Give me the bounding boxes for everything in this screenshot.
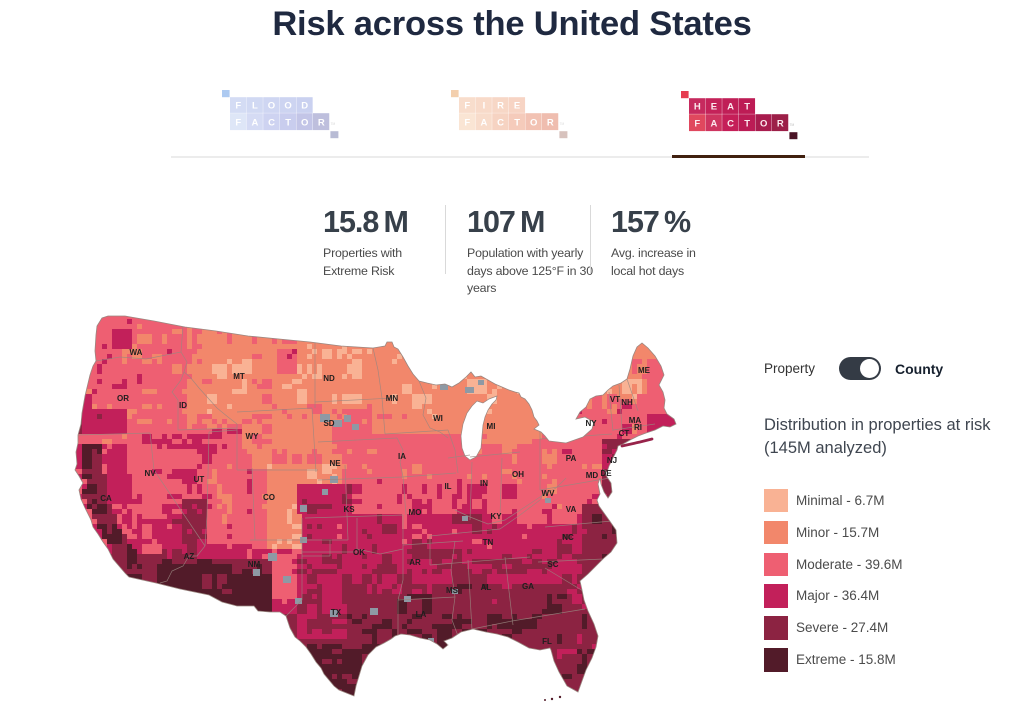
- svg-text:I: I: [483, 101, 486, 112]
- svg-text:A: A: [480, 117, 487, 128]
- svg-text:IA: IA: [398, 452, 406, 461]
- svg-text:VA: VA: [566, 505, 577, 514]
- svg-text:T: T: [744, 102, 750, 113]
- svg-text:FL: FL: [542, 637, 552, 646]
- svg-text:VT: VT: [610, 395, 620, 404]
- svg-text:NH: NH: [621, 398, 633, 407]
- svg-text:L: L: [252, 101, 258, 112]
- svg-text:UT: UT: [194, 475, 205, 484]
- svg-text:NM: NM: [248, 560, 261, 569]
- svg-text:ID: ID: [179, 401, 187, 410]
- svg-text:ND: ND: [323, 374, 335, 383]
- svg-text:R: R: [318, 117, 325, 128]
- svg-text:AZ: AZ: [184, 552, 195, 561]
- svg-text:TX: TX: [331, 608, 342, 617]
- svg-text:A: A: [727, 102, 734, 113]
- svg-text:F: F: [235, 117, 241, 128]
- svg-text:TM: TM: [331, 122, 336, 126]
- svg-text:ME: ME: [638, 366, 651, 375]
- svg-text:MI: MI: [487, 422, 496, 431]
- svg-text:OK: OK: [353, 548, 365, 557]
- svg-text:WA: WA: [130, 348, 143, 357]
- svg-text:NC: NC: [562, 533, 574, 542]
- svg-text:CO: CO: [263, 493, 275, 502]
- svg-text:NJ: NJ: [607, 456, 617, 465]
- svg-text:O: O: [284, 101, 291, 112]
- svg-text:KY: KY: [490, 512, 502, 521]
- svg-text:PA: PA: [566, 454, 577, 463]
- svg-text:RI: RI: [634, 423, 642, 432]
- svg-text:H: H: [694, 102, 701, 113]
- svg-text:R: R: [777, 118, 784, 129]
- svg-text:A: A: [710, 118, 717, 129]
- svg-text:MN: MN: [386, 394, 399, 403]
- svg-text:WV: WV: [542, 489, 556, 498]
- svg-text:TN: TN: [483, 538, 494, 547]
- svg-text:CT: CT: [619, 429, 630, 438]
- svg-text:C: C: [727, 118, 734, 129]
- svg-text:F: F: [464, 101, 470, 112]
- svg-text:KS: KS: [343, 505, 355, 514]
- svg-text:MT: MT: [233, 372, 245, 381]
- svg-text:MO: MO: [409, 508, 422, 517]
- svg-text:TM: TM: [790, 123, 795, 127]
- svg-text:SD: SD: [323, 419, 334, 428]
- svg-text:O: O: [301, 117, 308, 128]
- svg-text:SC: SC: [547, 560, 558, 569]
- svg-text:F: F: [235, 101, 241, 112]
- svg-text:OH: OH: [512, 470, 524, 479]
- svg-text:AL: AL: [481, 583, 492, 592]
- svg-text:IN: IN: [480, 479, 488, 488]
- svg-text:E: E: [711, 102, 717, 113]
- svg-text:F: F: [694, 118, 700, 129]
- svg-text:DE: DE: [600, 469, 612, 478]
- svg-text:T: T: [285, 117, 291, 128]
- svg-text:C: C: [497, 117, 504, 128]
- svg-text:O: O: [760, 118, 767, 129]
- svg-text:CA: CA: [100, 494, 112, 503]
- svg-text:O: O: [268, 101, 275, 112]
- svg-text:R: R: [497, 101, 504, 112]
- svg-text:T: T: [744, 118, 750, 129]
- svg-text:NE: NE: [329, 459, 341, 468]
- svg-text:R: R: [547, 117, 554, 128]
- svg-text:MS: MS: [446, 586, 459, 595]
- svg-text:NV: NV: [144, 469, 156, 478]
- svg-text:F: F: [464, 117, 470, 128]
- svg-text:WY: WY: [246, 432, 260, 441]
- svg-text:E: E: [514, 101, 520, 112]
- svg-text:AR: AR: [409, 558, 421, 567]
- svg-text:OR: OR: [117, 394, 129, 403]
- svg-text:TM: TM: [560, 122, 565, 126]
- svg-text:WI: WI: [433, 414, 443, 423]
- svg-text:T: T: [514, 117, 520, 128]
- svg-text:GA: GA: [522, 582, 534, 591]
- svg-text:O: O: [530, 117, 537, 128]
- svg-text:MD: MD: [586, 471, 599, 480]
- svg-text:LA: LA: [416, 610, 427, 619]
- svg-text:IL: IL: [444, 482, 451, 491]
- svg-text:A: A: [251, 117, 258, 128]
- svg-text:D: D: [301, 101, 308, 112]
- svg-text:MA: MA: [629, 416, 642, 425]
- svg-text:NY: NY: [585, 419, 597, 428]
- svg-text:C: C: [268, 117, 275, 128]
